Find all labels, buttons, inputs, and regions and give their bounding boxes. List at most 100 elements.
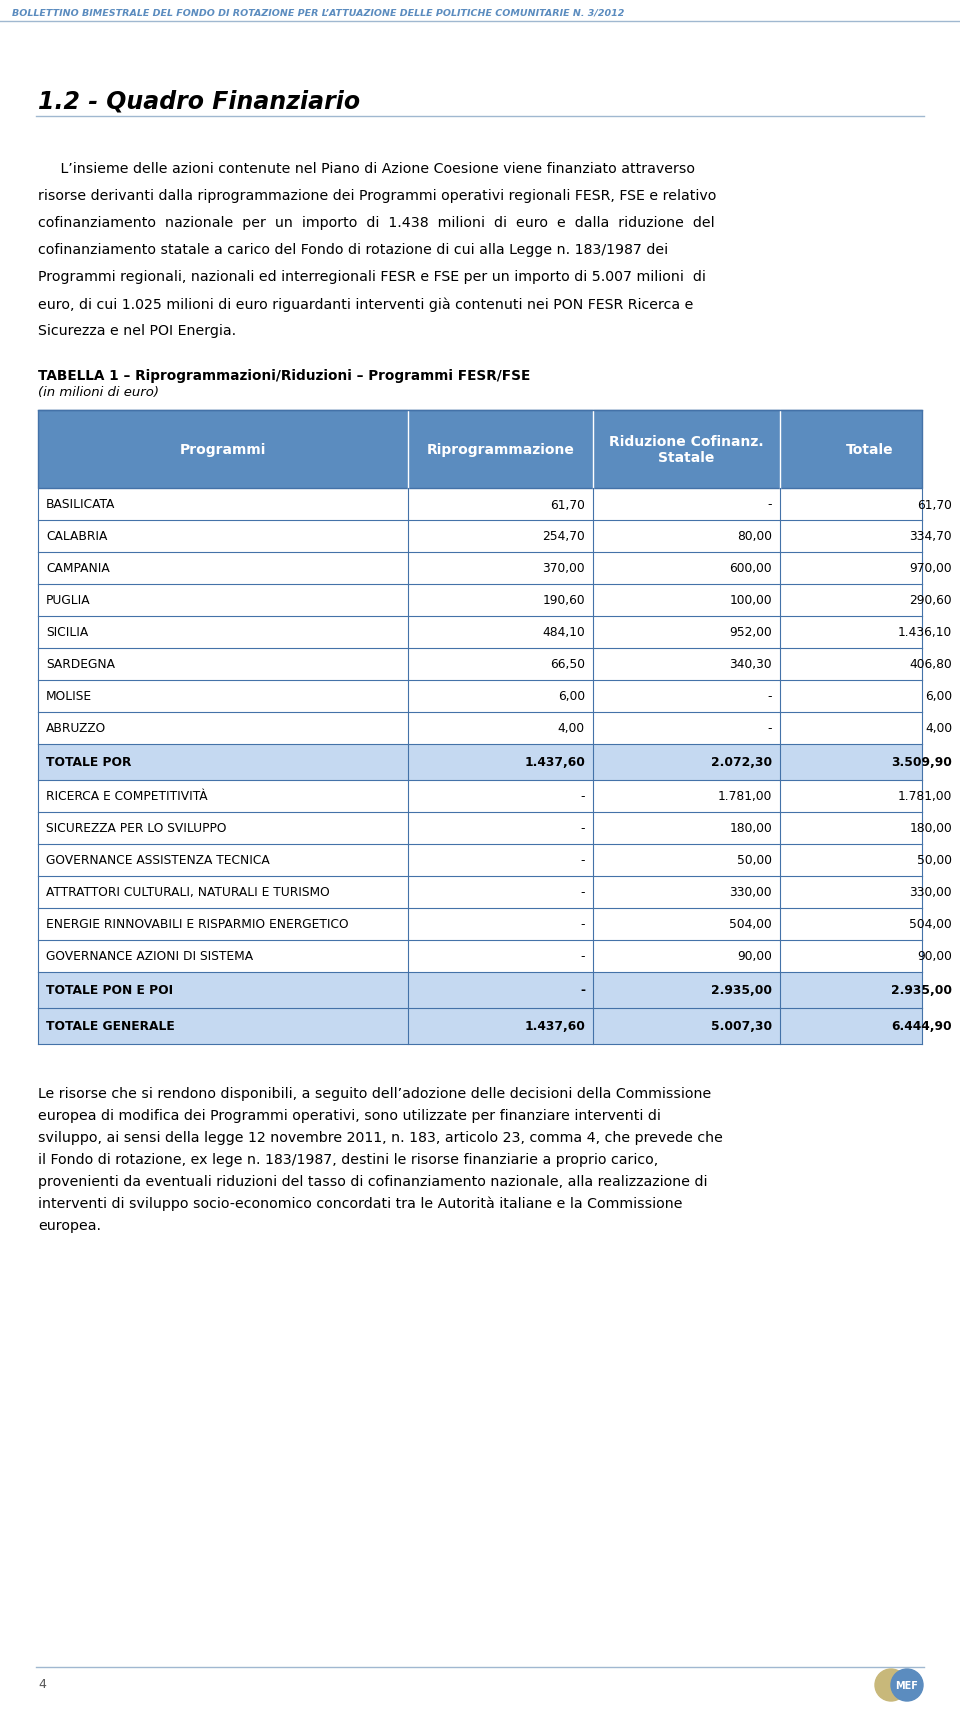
- Text: 330,00: 330,00: [730, 886, 772, 898]
- Text: 504,00: 504,00: [909, 919, 952, 931]
- Text: europea.: europea.: [38, 1219, 101, 1232]
- Text: 66,50: 66,50: [550, 658, 585, 672]
- Bar: [38, 617, 922, 648]
- Text: MOLISE: MOLISE: [46, 691, 92, 703]
- Text: TOTALE GENERALE: TOTALE GENERALE: [46, 1020, 175, 1034]
- Bar: [38, 521, 922, 552]
- Bar: [38, 488, 922, 521]
- Text: CAMPANIA: CAMPANIA: [46, 562, 109, 576]
- Text: 290,60: 290,60: [909, 595, 952, 607]
- Text: 100,00: 100,00: [730, 595, 772, 607]
- Text: Totale: Totale: [846, 442, 894, 456]
- Text: interventi di sviluppo socio-economico concordati tra le Autorità italiane e la : interventi di sviluppo socio-economico c…: [38, 1196, 683, 1210]
- Text: CALABRIA: CALABRIA: [46, 530, 108, 543]
- Text: 6,00: 6,00: [558, 691, 585, 703]
- Text: GOVERNANCE ASSISTENZA TECNICA: GOVERNANCE ASSISTENZA TECNICA: [46, 854, 270, 867]
- Text: 90,00: 90,00: [737, 950, 772, 963]
- Text: 4,00: 4,00: [558, 722, 585, 735]
- Text: 5.007,30: 5.007,30: [710, 1020, 772, 1034]
- Text: 600,00: 600,00: [730, 562, 772, 576]
- Text: cofinanziamento statale a carico del Fondo di rotazione di cui alla Legge n. 183: cofinanziamento statale a carico del Fon…: [38, 243, 668, 257]
- Text: 952,00: 952,00: [730, 626, 772, 639]
- Text: 2.072,30: 2.072,30: [710, 756, 772, 770]
- Text: Programmi: Programmi: [180, 442, 266, 456]
- Text: RICERCA E COMPETITIVITÀ: RICERCA E COMPETITIVITÀ: [46, 790, 207, 804]
- Text: 180,00: 180,00: [909, 823, 952, 835]
- Text: Riduzione Cofinanz.: Riduzione Cofinanz.: [610, 435, 764, 449]
- Text: 90,00: 90,00: [917, 950, 952, 963]
- Text: L’insieme delle azioni contenute nel Piano di Azione Coesione viene finanziato a: L’insieme delle azioni contenute nel Pia…: [38, 161, 695, 177]
- Text: TOTALE PON E POI: TOTALE PON E POI: [46, 984, 173, 998]
- Text: europea di modifica dei Programmi operativi, sono utilizzate per finanziare inte: europea di modifica dei Programmi operat…: [38, 1109, 660, 1123]
- Text: euro, di cui 1.025 milioni di euro riguardanti interventi già contenuti nei PON : euro, di cui 1.025 milioni di euro rigua…: [38, 297, 693, 312]
- Text: BASILICATA: BASILICATA: [46, 499, 115, 511]
- Text: GOVERNANCE AZIONI DI SISTEMA: GOVERNANCE AZIONI DI SISTEMA: [46, 950, 253, 963]
- Bar: [38, 845, 922, 876]
- Text: 1.436,10: 1.436,10: [898, 626, 952, 639]
- Text: 340,30: 340,30: [730, 658, 772, 672]
- Text: Sicurezza e nel POI Energia.: Sicurezza e nel POI Energia.: [38, 324, 236, 338]
- Text: BOLLETTINO BIMESTRALE DEL FONDO DI ROTAZIONE PER L’ATTUAZIONE DELLE POLITICHE CO: BOLLETTINO BIMESTRALE DEL FONDO DI ROTAZ…: [12, 9, 624, 17]
- Bar: [38, 584, 922, 617]
- Text: 334,70: 334,70: [909, 530, 952, 543]
- Bar: [38, 1008, 922, 1044]
- Text: SICILIA: SICILIA: [46, 626, 88, 639]
- Text: risorse derivanti dalla riprogrammazione dei Programmi operativi regionali FESR,: risorse derivanti dalla riprogrammazione…: [38, 189, 716, 202]
- Text: SICUREZZA PER LO SVILUPPO: SICUREZZA PER LO SVILUPPO: [46, 823, 227, 835]
- Text: 370,00: 370,00: [542, 562, 585, 576]
- Text: TOTALE POR: TOTALE POR: [46, 756, 132, 770]
- Bar: [38, 744, 922, 780]
- Text: 180,00: 180,00: [730, 823, 772, 835]
- Text: Riprogrammazione: Riprogrammazione: [426, 442, 574, 456]
- Text: -: -: [767, 499, 772, 511]
- Text: 50,00: 50,00: [737, 854, 772, 867]
- Text: 190,60: 190,60: [542, 595, 585, 607]
- Bar: [38, 876, 922, 908]
- Text: 4,00: 4,00: [924, 722, 952, 735]
- Bar: [38, 411, 922, 488]
- Text: cofinanziamento  nazionale  per  un  importo  di  1.438  milioni  di  euro  e  d: cofinanziamento nazionale per un importo…: [38, 216, 714, 230]
- Text: 484,10: 484,10: [542, 626, 585, 639]
- Text: -: -: [581, 950, 585, 963]
- Text: -: -: [581, 886, 585, 898]
- Circle shape: [875, 1669, 907, 1700]
- Text: 61,70: 61,70: [550, 499, 585, 511]
- Text: MEF: MEF: [896, 1680, 919, 1690]
- Text: 1.2 - Quadro Finanziario: 1.2 - Quadro Finanziario: [38, 89, 360, 113]
- Text: provenienti da eventuali riduzioni del tasso di cofinanziamento nazionale, alla : provenienti da eventuali riduzioni del t…: [38, 1174, 708, 1188]
- Text: -: -: [767, 691, 772, 703]
- Text: 1.781,00: 1.781,00: [898, 790, 952, 804]
- Text: 504,00: 504,00: [730, 919, 772, 931]
- Text: 50,00: 50,00: [917, 854, 952, 867]
- Text: sviluppo, ai sensi della legge 12 novembre 2011, n. 183, articolo 23, comma 4, c: sviluppo, ai sensi della legge 12 novemb…: [38, 1130, 723, 1145]
- Text: ABRUZZO: ABRUZZO: [46, 722, 107, 735]
- Text: 1.437,60: 1.437,60: [524, 1020, 585, 1034]
- Text: Statale: Statale: [659, 451, 714, 464]
- Text: 406,80: 406,80: [909, 658, 952, 672]
- Bar: [38, 812, 922, 845]
- Text: Le risorse che si rendono disponibili, a seguito dell’adozione delle decisioni d: Le risorse che si rendono disponibili, a…: [38, 1087, 711, 1100]
- Bar: [38, 680, 922, 713]
- Bar: [38, 648, 922, 680]
- Text: -: -: [580, 984, 585, 998]
- Bar: [38, 908, 922, 941]
- Bar: [38, 552, 922, 584]
- Text: 2.935,00: 2.935,00: [891, 984, 952, 998]
- Text: ATTRATTORI CULTURALI, NATURALI E TURISMO: ATTRATTORI CULTURALI, NATURALI E TURISMO: [46, 886, 329, 898]
- Text: TABELLA 1 – Riprogrammazioni/Riduzioni – Programmi FESR/FSE: TABELLA 1 – Riprogrammazioni/Riduzioni –…: [38, 369, 530, 382]
- Text: ENERGIE RINNOVABILI E RISPARMIO ENERGETICO: ENERGIE RINNOVABILI E RISPARMIO ENERGETI…: [46, 919, 348, 931]
- Text: 61,70: 61,70: [917, 499, 952, 511]
- Text: SARDEGNA: SARDEGNA: [46, 658, 115, 672]
- Circle shape: [891, 1669, 923, 1700]
- Bar: [38, 713, 922, 744]
- Text: 6,00: 6,00: [924, 691, 952, 703]
- Text: -: -: [581, 919, 585, 931]
- Text: -: -: [581, 854, 585, 867]
- Bar: [38, 780, 922, 812]
- Text: -: -: [767, 722, 772, 735]
- Text: -: -: [581, 823, 585, 835]
- Text: -: -: [581, 790, 585, 804]
- Bar: [38, 941, 922, 972]
- Text: 254,70: 254,70: [542, 530, 585, 543]
- Text: il Fondo di rotazione, ex lege n. 183/1987, destini le risorse finanziarie a pro: il Fondo di rotazione, ex lege n. 183/19…: [38, 1152, 659, 1166]
